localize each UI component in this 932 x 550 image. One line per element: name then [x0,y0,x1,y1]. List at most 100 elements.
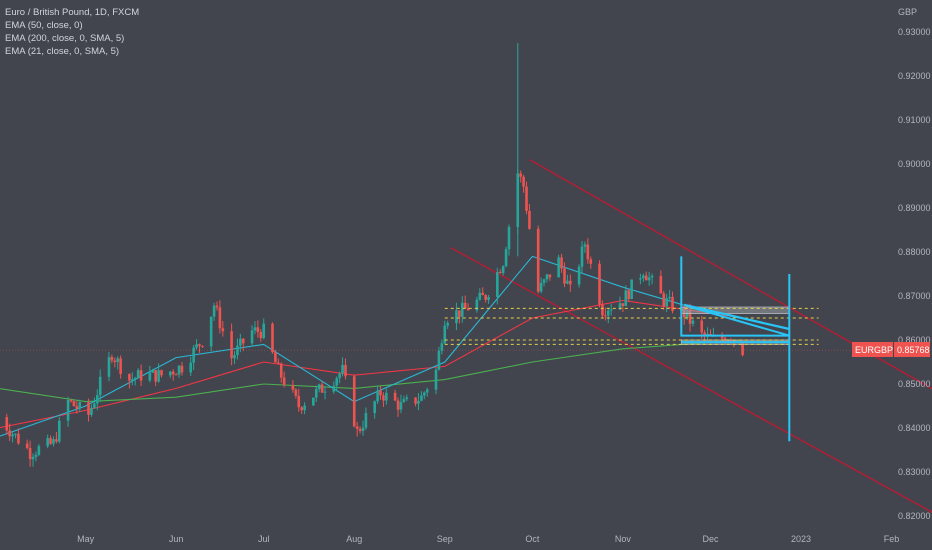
candle-body [168,371,172,376]
candle-body [221,328,225,332]
last-price-badge: EURGBP 0.85768 [852,342,930,357]
candle-body [563,268,566,284]
candle-body [577,266,581,285]
projection-path[interactable] [680,256,791,442]
candle-body [25,443,29,449]
candle-body [233,355,236,359]
candle-body [446,323,449,326]
candle-body [644,275,648,281]
y-tick-label: 0.92000 [898,71,931,81]
candle-body [294,389,298,396]
candle-body [569,280,572,285]
candle-body [609,309,613,311]
candle-body [484,295,487,300]
channel-upper-line[interactable] [529,158,932,398]
candle-body [405,397,409,400]
price-badge-text: 0.85768 [897,345,930,355]
candle-body [691,320,695,324]
candle-body [230,331,233,359]
candle-body [314,389,318,398]
candle-body [87,402,90,415]
price-badge-bg [894,342,930,357]
candle-body [399,402,403,410]
candle-body [5,417,9,431]
projection-drawing[interactable] [680,256,791,442]
candle-body [34,454,38,457]
candle-body [78,402,82,409]
x-tick-label: Feb [884,534,900,544]
candle-body [583,244,587,247]
candle-body [250,330,254,344]
candle-body [420,395,423,401]
candle-body [566,280,569,284]
candle-body [239,338,242,346]
candle-body [659,275,663,294]
candle-body [90,407,93,415]
candle-body [338,373,341,379]
candle-body [189,362,193,373]
indicator-ema50[interactable]: EMA (50, close, 0) [5,20,83,31]
candle-body [154,370,157,382]
time-axis[interactable]: May Jun Jul Aug Sep Oct Nov Dec 2023 Feb [77,534,899,544]
candle-body [151,370,155,373]
candle-body [312,397,315,406]
candle-body [201,345,204,347]
x-tick-label: May [77,534,95,544]
candle-body [580,246,584,267]
x-tick-label: Oct [525,534,540,544]
candle-body [460,302,464,317]
candle-body [177,365,181,375]
candle-body [548,274,552,278]
y-tick-label: 0.85000 [898,379,931,389]
candle-body [72,401,76,407]
candle-body [262,323,266,339]
candle-body [364,413,368,428]
candle-body [93,403,96,408]
candle-body [300,407,303,411]
candle-body [157,370,160,382]
candle-body [621,303,625,307]
candle-body [601,304,604,316]
candle-body [624,290,628,307]
candle-body [606,310,610,316]
candle-body [358,428,362,431]
candle-body [218,307,222,329]
candle-body [455,310,458,324]
candle-body [28,448,32,460]
candle-body [507,226,511,250]
candle-body [504,249,508,267]
y-tick-label: 0.88000 [898,247,931,257]
candle-body [215,305,219,308]
candle-body [545,274,549,280]
candle-body [335,378,339,386]
triangle-top-line[interactable] [683,303,790,331]
candle-body [402,399,406,403]
candle-body [589,259,593,264]
candle-body [241,338,245,344]
candle-body [274,352,277,363]
candle-body [133,377,137,380]
candle-body [17,433,20,444]
candle-body [332,385,336,392]
indicator-ema200[interactable]: EMA (200, close, 0, SMA, 5) [5,33,125,44]
candle-body [52,439,55,444]
candle-body [458,310,461,317]
candle-body [174,374,178,376]
y-tick-label: 0.90000 [898,159,931,169]
candle-body [630,279,633,300]
candle-body [443,325,447,344]
indicator-ema21[interactable]: EMA (21, close, 0, SMA, 5) [5,46,120,57]
channel-lower-line[interactable] [450,246,932,521]
x-tick-label: Aug [346,534,362,544]
descending-channel[interactable] [450,158,932,521]
candle-body [539,282,543,292]
candle-body [496,272,499,297]
candle-body [8,430,11,437]
x-tick-label: Nov [615,534,632,544]
symbol-title[interactable]: Euro / British Pound, 1D, FXCM [5,7,140,18]
price-axis[interactable]: GBP 0.93000 0.92000 0.91000 0.90000 0.89000 0… [898,7,931,521]
candle-body [478,292,482,300]
candle-body [376,390,379,402]
